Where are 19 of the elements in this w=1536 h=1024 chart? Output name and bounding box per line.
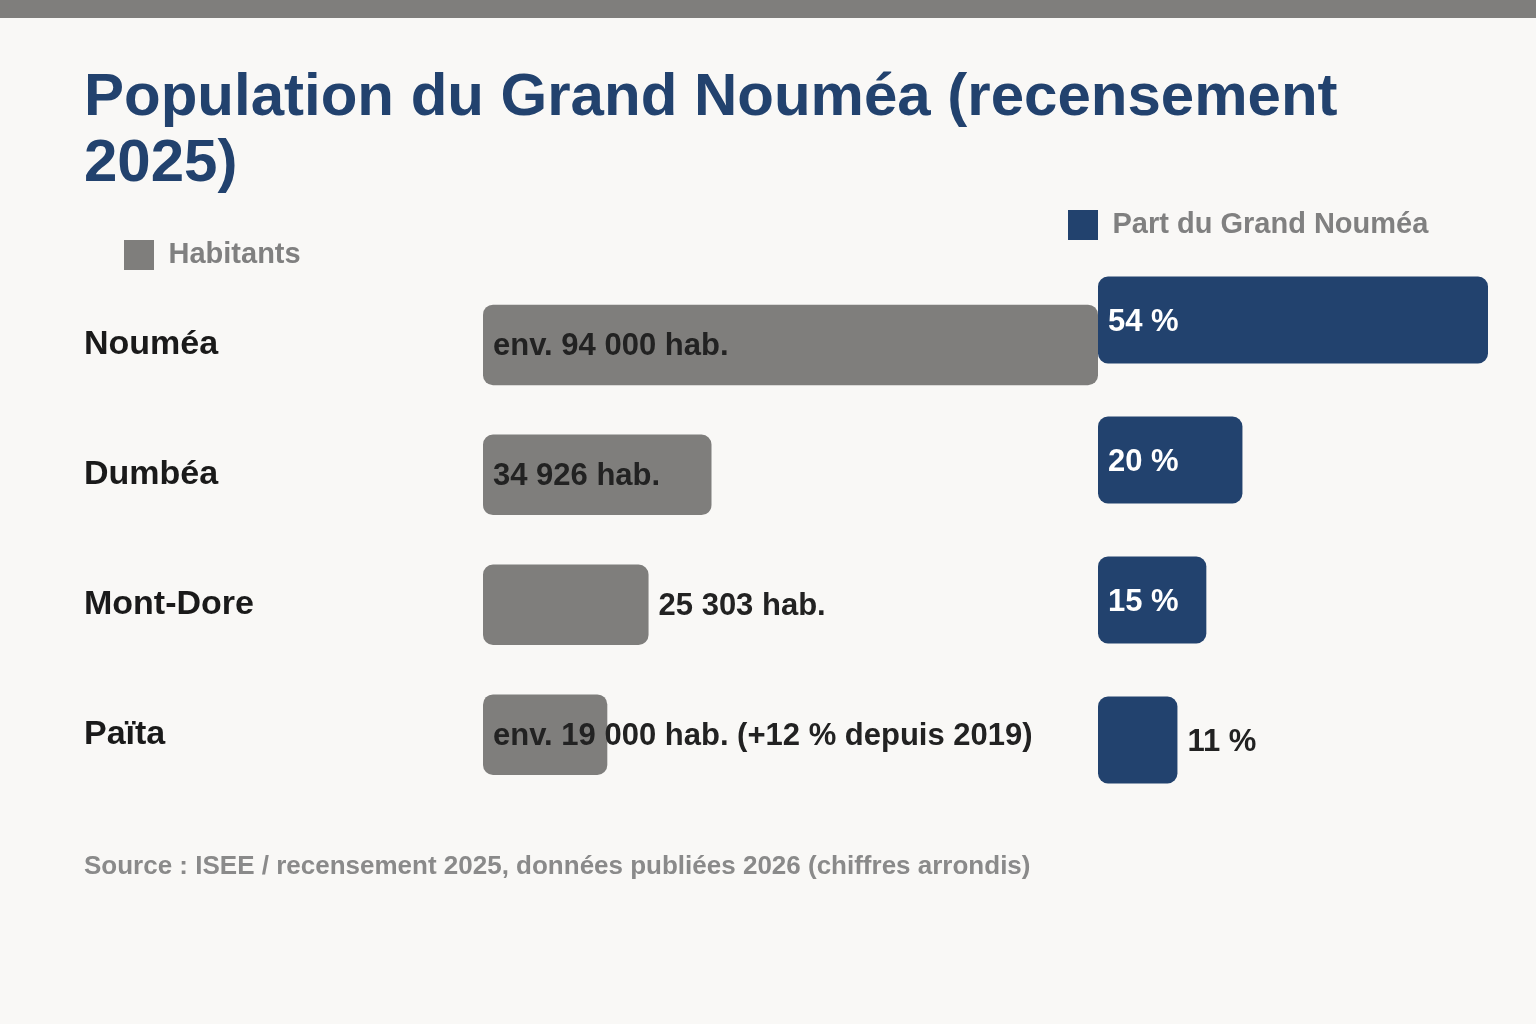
bar xyxy=(1098,556,1207,644)
bar xyxy=(483,564,649,646)
y-tick-label: Mont-Dore xyxy=(84,583,254,622)
data-label: env. 94 000 hab. xyxy=(493,327,729,363)
chart-title: Population du Grand Nouméa (recensement 2025) xyxy=(84,61,1339,194)
legend-label: Part du Grand Nouméa xyxy=(1112,207,1430,239)
source-note: Source : ISEE / recensement 2025, données publiées 2026 (chiffres arrondis) xyxy=(84,850,1031,881)
bar xyxy=(1098,416,1243,504)
data-label: 25 303 hab. xyxy=(658,587,826,623)
y-tick-label: Dumbéa xyxy=(84,453,220,492)
data-label: 11 % xyxy=(1187,722,1257,758)
legend-label: Habitants xyxy=(168,237,301,269)
data-label: 54 % xyxy=(1108,302,1179,338)
bar xyxy=(1098,696,1178,784)
data-label: 34 926 hab. xyxy=(493,457,661,493)
y-tick-label: Nouméa xyxy=(84,323,220,362)
data-label: 15 % xyxy=(1108,582,1179,618)
y-tick-label: Païta xyxy=(84,713,167,752)
data-label: 20 % xyxy=(1108,442,1179,478)
